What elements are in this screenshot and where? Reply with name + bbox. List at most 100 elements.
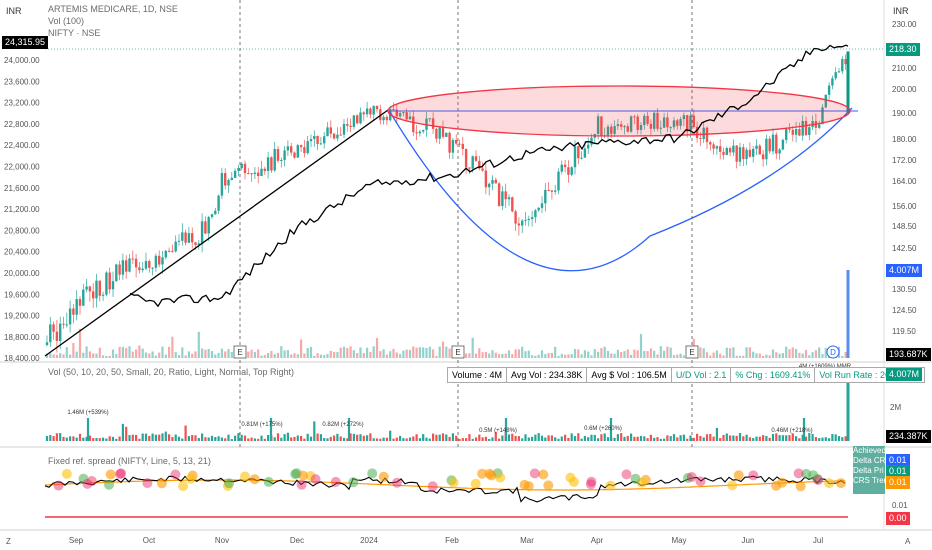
volume-bar bbox=[408, 349, 412, 358]
candle-body bbox=[362, 112, 365, 115]
candle-body bbox=[577, 146, 580, 159]
candle-body bbox=[748, 149, 752, 157]
volume-pane-bar bbox=[501, 435, 504, 441]
volume-pane-bar bbox=[798, 438, 801, 441]
volume-bar bbox=[62, 354, 65, 358]
event-marker[interactable]: E bbox=[233, 345, 247, 359]
volume-pane-bar bbox=[471, 438, 474, 441]
rs-axis-label: 0.01 bbox=[892, 501, 908, 510]
volume-pane-bar bbox=[818, 438, 821, 441]
volume-bar bbox=[547, 352, 550, 358]
volume-pane-bar bbox=[108, 436, 111, 441]
rs-signal-dot bbox=[801, 468, 812, 479]
candle-body bbox=[771, 134, 775, 152]
volume-bar bbox=[82, 352, 85, 358]
rs-signal-dot bbox=[185, 473, 196, 484]
candle-body bbox=[785, 128, 788, 140]
volume-pane-bar bbox=[389, 430, 392, 441]
candle-body bbox=[191, 233, 194, 243]
candle-body bbox=[567, 167, 570, 175]
volume-pane-bar bbox=[550, 435, 553, 441]
candle-body bbox=[445, 132, 448, 137]
cup-curve[interactable] bbox=[389, 107, 853, 272]
candle-body bbox=[336, 134, 339, 139]
volume-bar bbox=[438, 346, 441, 358]
volume-bar bbox=[785, 346, 788, 358]
volume-bar bbox=[372, 346, 375, 358]
stat-ud-vol: U/D Vol : 2.1 bbox=[672, 368, 732, 382]
volume-bar bbox=[821, 354, 824, 358]
volume-pane-bar bbox=[771, 433, 775, 441]
volume-bar bbox=[201, 348, 204, 358]
volume-bar bbox=[659, 346, 662, 358]
volume-pane-bar bbox=[465, 438, 468, 441]
volume-bar bbox=[478, 348, 481, 358]
left-axis-tick: 21,200.00 bbox=[4, 205, 40, 214]
volume-bar bbox=[808, 355, 811, 358]
currency-left[interactable]: INR bbox=[6, 6, 22, 16]
zoom-button[interactable]: Z bbox=[6, 537, 11, 546]
right-price-axis[interactable]: 230.00220.00210.00200.00190.00180.00172.… bbox=[892, 20, 917, 360]
auto-scale-button[interactable]: A bbox=[905, 537, 911, 546]
volume-bar bbox=[319, 354, 322, 358]
volume-bar bbox=[128, 346, 131, 358]
volume-bar bbox=[65, 347, 68, 358]
left-axis-tick: 22,000.00 bbox=[4, 163, 40, 172]
volume-pane-bar bbox=[702, 437, 705, 441]
candle-body bbox=[656, 112, 659, 129]
candle-body bbox=[332, 133, 336, 139]
dividend-marker[interactable]: D bbox=[826, 345, 840, 359]
volume-bar bbox=[732, 347, 735, 358]
nifty-last-badge: 24,315.95 bbox=[2, 36, 49, 49]
volume-pane-bar bbox=[69, 436, 72, 441]
candle-body bbox=[524, 219, 527, 221]
volume-bar bbox=[352, 350, 355, 358]
volume-pane-bar bbox=[194, 435, 197, 441]
volume-pane-bar bbox=[164, 431, 167, 441]
currency-right[interactable]: INR bbox=[893, 6, 909, 16]
volume-pane-bar bbox=[352, 433, 355, 441]
trendline-drawing[interactable] bbox=[44, 109, 389, 357]
left-price-axis[interactable]: 24,000.00 23,600.00 23,200.00 22,800.00 22,4… bbox=[4, 56, 40, 363]
volume-pane-bar bbox=[181, 438, 184, 441]
volume-pane-bar bbox=[775, 433, 778, 441]
candle-body bbox=[356, 115, 359, 124]
volume-pane-bar bbox=[333, 435, 336, 441]
volume-bar bbox=[758, 353, 761, 358]
volume-pane-bar bbox=[392, 438, 395, 441]
rs-signal-dot bbox=[630, 473, 641, 484]
rs-line bbox=[44, 475, 846, 503]
candle-body bbox=[59, 323, 62, 341]
volume-pane-bar bbox=[478, 434, 481, 441]
volume-pane-bar bbox=[85, 436, 88, 441]
compare-legend: NIFTY · NSE bbox=[48, 28, 101, 38]
candle-body bbox=[431, 118, 435, 129]
candle-body bbox=[458, 143, 461, 145]
volume-bar bbox=[204, 349, 207, 358]
volume-pane-bar bbox=[507, 434, 511, 441]
volume-bar bbox=[187, 351, 190, 358]
volume-bar bbox=[507, 350, 511, 358]
time-axis-tick: May bbox=[671, 536, 686, 545]
left-axis-tick: 18,400.00 bbox=[4, 354, 40, 363]
rs-signal-dot bbox=[448, 477, 459, 488]
volume-annotation: 1.46M (+539%) bbox=[67, 410, 108, 416]
volume-bar bbox=[725, 347, 728, 358]
volume-pane-bar bbox=[128, 435, 131, 441]
candle-body bbox=[247, 173, 250, 175]
candle-body bbox=[263, 168, 266, 172]
handle-ellipse[interactable] bbox=[387, 85, 851, 137]
time-axis-tick: Jun bbox=[742, 536, 755, 545]
volume-bar bbox=[151, 351, 154, 358]
rs-signal-dot bbox=[156, 478, 167, 489]
event-marker[interactable]: E bbox=[685, 345, 699, 359]
event-marker[interactable]: E bbox=[451, 345, 465, 359]
candle-body bbox=[253, 172, 257, 175]
rs-signal-dot bbox=[296, 479, 307, 490]
volume-pane-bar bbox=[639, 435, 643, 441]
time-axis-tick: 2024 bbox=[360, 536, 378, 545]
time-axis[interactable]: Sep Oct Nov Dec 2024 Feb Mar Apr May Jun Jul bbox=[69, 536, 823, 545]
volume-pane-bar bbox=[692, 437, 695, 441]
breakout-volume-bar bbox=[846, 270, 850, 358]
candle-body bbox=[682, 115, 686, 120]
